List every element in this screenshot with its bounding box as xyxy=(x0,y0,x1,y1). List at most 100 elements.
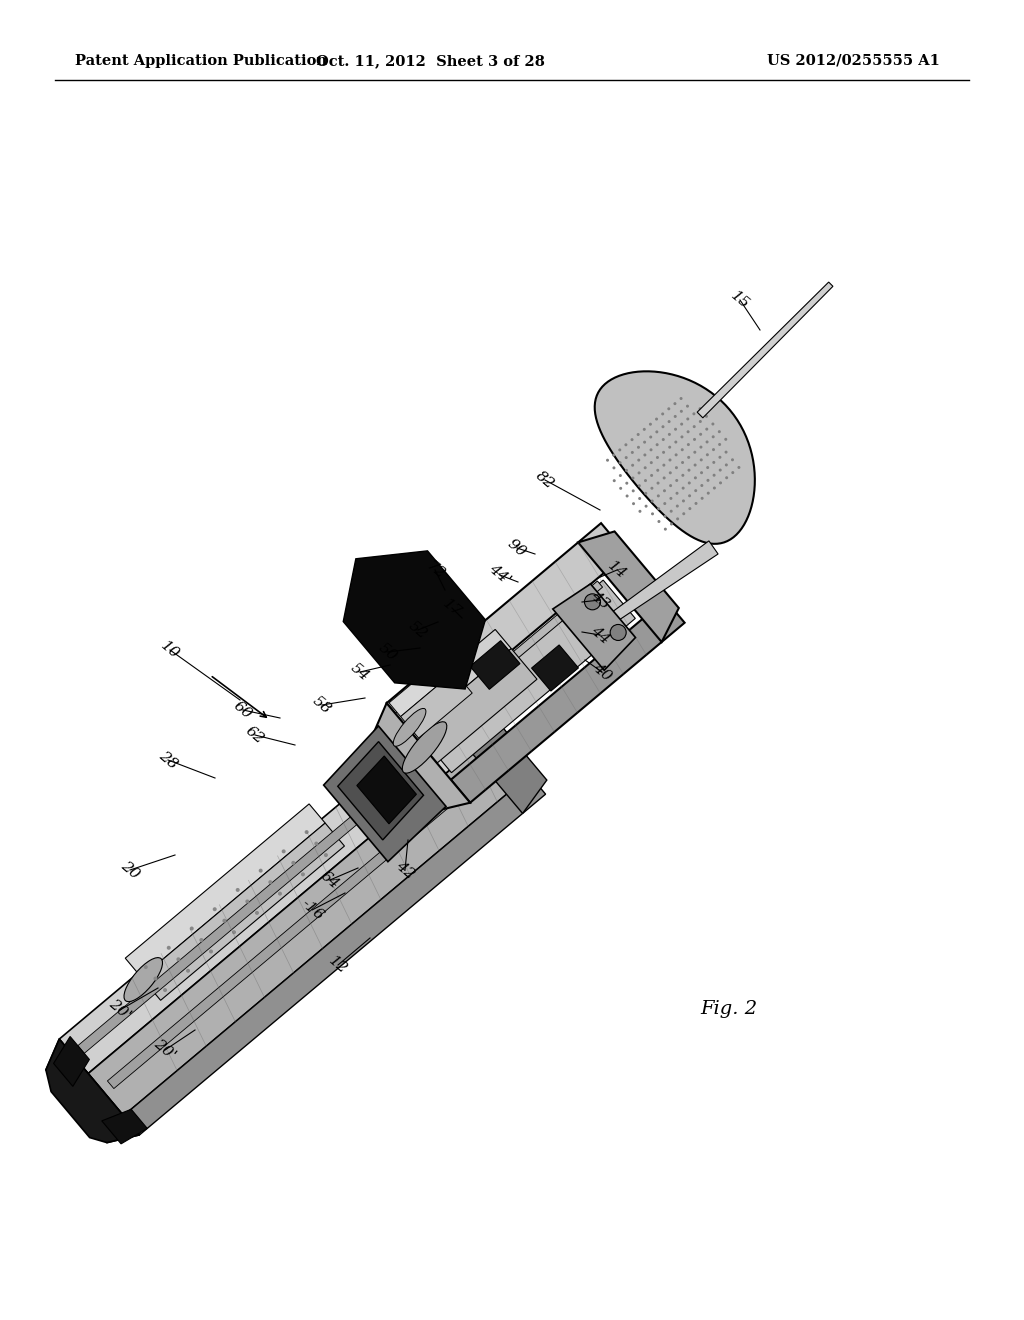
Text: 12: 12 xyxy=(326,953,350,977)
Circle shape xyxy=(232,931,236,935)
Circle shape xyxy=(618,461,622,465)
Circle shape xyxy=(610,624,627,640)
Circle shape xyxy=(674,428,677,430)
Circle shape xyxy=(324,853,328,857)
Polygon shape xyxy=(697,282,833,418)
Polygon shape xyxy=(108,754,505,1089)
Circle shape xyxy=(682,512,685,515)
Circle shape xyxy=(632,502,635,506)
Circle shape xyxy=(706,441,709,444)
Circle shape xyxy=(688,482,691,484)
Circle shape xyxy=(669,471,672,474)
Circle shape xyxy=(694,502,697,506)
Circle shape xyxy=(656,469,659,471)
Polygon shape xyxy=(59,698,495,1073)
Circle shape xyxy=(657,520,660,523)
Circle shape xyxy=(663,490,666,492)
Circle shape xyxy=(625,469,628,471)
Circle shape xyxy=(725,477,728,479)
Polygon shape xyxy=(124,775,546,1135)
Circle shape xyxy=(656,482,659,484)
Circle shape xyxy=(662,438,665,441)
Ellipse shape xyxy=(124,957,163,1002)
Circle shape xyxy=(682,499,685,503)
Circle shape xyxy=(669,484,672,487)
Circle shape xyxy=(668,408,671,411)
Circle shape xyxy=(713,487,716,490)
Circle shape xyxy=(687,469,690,471)
Circle shape xyxy=(719,482,722,484)
Circle shape xyxy=(705,414,708,418)
Circle shape xyxy=(246,899,249,903)
Circle shape xyxy=(222,919,226,923)
Circle shape xyxy=(626,482,629,484)
Text: 20': 20' xyxy=(152,1038,178,1063)
Polygon shape xyxy=(387,523,627,734)
Polygon shape xyxy=(101,1109,147,1144)
Circle shape xyxy=(663,477,666,479)
Circle shape xyxy=(676,504,679,508)
Circle shape xyxy=(643,454,646,457)
Polygon shape xyxy=(470,640,520,689)
Circle shape xyxy=(236,888,240,892)
Circle shape xyxy=(712,436,715,438)
Polygon shape xyxy=(420,579,635,772)
Text: 20: 20 xyxy=(118,858,142,882)
Circle shape xyxy=(650,461,653,465)
Polygon shape xyxy=(531,645,579,692)
Circle shape xyxy=(663,451,665,454)
Text: 43: 43 xyxy=(588,589,612,611)
Text: 54: 54 xyxy=(348,660,372,684)
Circle shape xyxy=(282,849,286,853)
Polygon shape xyxy=(389,657,455,717)
Circle shape xyxy=(612,479,615,482)
Circle shape xyxy=(637,458,640,462)
Circle shape xyxy=(707,491,710,495)
Circle shape xyxy=(693,450,696,454)
Circle shape xyxy=(719,455,722,459)
Circle shape xyxy=(698,407,701,411)
Circle shape xyxy=(694,490,697,492)
Polygon shape xyxy=(125,804,326,977)
Circle shape xyxy=(713,474,716,477)
Circle shape xyxy=(713,461,716,463)
Circle shape xyxy=(612,466,615,470)
Circle shape xyxy=(669,446,671,449)
Circle shape xyxy=(585,594,600,610)
Circle shape xyxy=(143,965,147,969)
Circle shape xyxy=(681,436,683,438)
Polygon shape xyxy=(595,371,755,544)
Circle shape xyxy=(625,457,628,459)
Circle shape xyxy=(707,466,710,469)
Circle shape xyxy=(681,449,684,451)
Circle shape xyxy=(213,907,217,911)
Text: 82: 82 xyxy=(534,469,557,491)
Circle shape xyxy=(643,428,646,430)
Polygon shape xyxy=(78,718,475,1053)
Circle shape xyxy=(676,517,679,520)
Polygon shape xyxy=(442,700,547,813)
Polygon shape xyxy=(46,1039,139,1143)
Circle shape xyxy=(200,939,204,942)
Circle shape xyxy=(618,449,622,451)
Circle shape xyxy=(291,861,295,865)
Circle shape xyxy=(719,469,722,471)
Circle shape xyxy=(644,466,647,470)
Circle shape xyxy=(670,523,673,525)
Text: Oct. 11, 2012  Sheet 3 of 28: Oct. 11, 2012 Sheet 3 of 28 xyxy=(315,54,545,69)
Circle shape xyxy=(268,880,272,884)
Circle shape xyxy=(650,474,653,477)
Polygon shape xyxy=(373,704,470,810)
Circle shape xyxy=(700,496,703,500)
Circle shape xyxy=(670,510,673,512)
Circle shape xyxy=(692,425,695,428)
Circle shape xyxy=(631,451,634,454)
Circle shape xyxy=(680,397,683,400)
Circle shape xyxy=(644,479,647,482)
Text: 15: 15 xyxy=(728,288,752,312)
Circle shape xyxy=(681,474,684,477)
Circle shape xyxy=(675,453,678,457)
Circle shape xyxy=(612,454,615,457)
Circle shape xyxy=(664,502,667,506)
Circle shape xyxy=(643,441,646,444)
